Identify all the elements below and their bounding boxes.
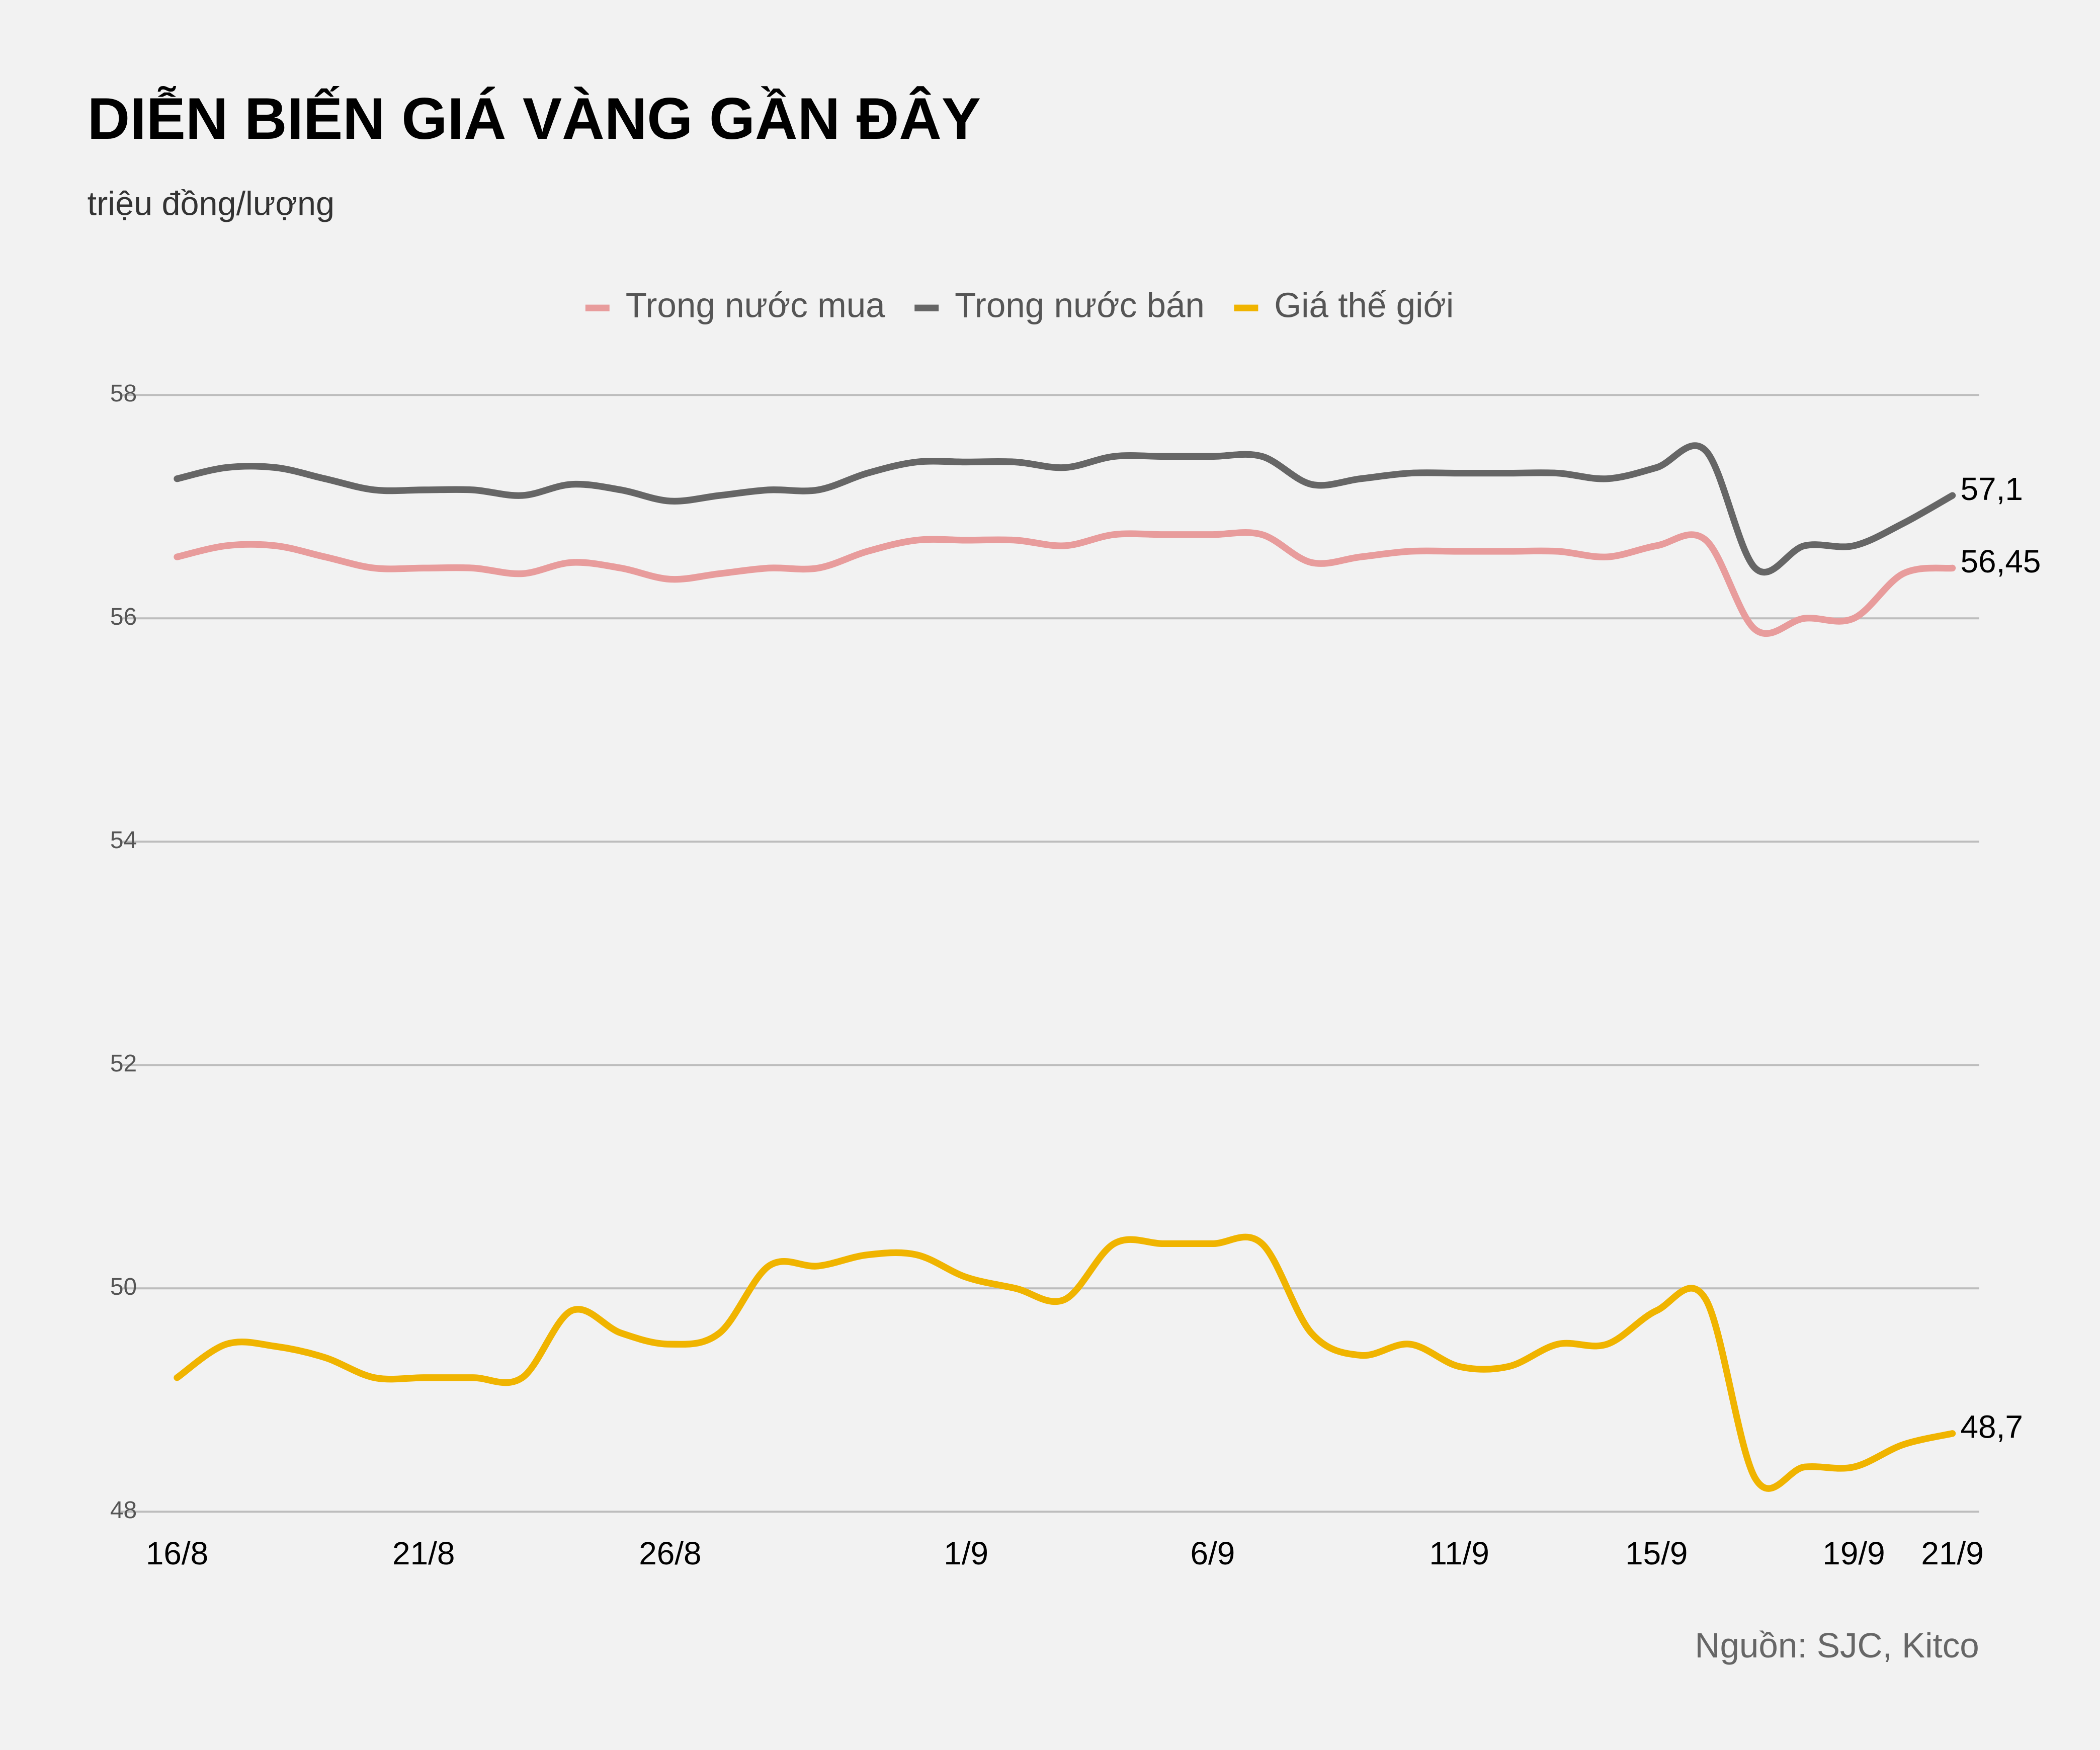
value-label: 48,7	[1961, 1409, 2023, 1445]
y-tick-label: 52	[110, 1050, 137, 1077]
x-tick-label: 16/8	[146, 1535, 208, 1571]
chart-title: DIỄN BIẾN GIÁ VÀNG GẦN ĐÂY	[88, 86, 981, 151]
value-label: 57,1	[1961, 471, 2023, 507]
chart-subtitle: triệu đồng/lượng	[88, 185, 334, 222]
y-tick-label: 56	[110, 604, 137, 630]
legend: Trong nước mua Trong nước bán Giá thế giới	[585, 286, 1454, 325]
x-tick-label: 11/9	[1429, 1535, 1489, 1571]
legend-label: Giá thế giới	[1274, 286, 1454, 325]
line	[174, 529, 1956, 637]
y-tick-label: 58	[110, 380, 137, 407]
line	[174, 442, 1956, 575]
x-tick-label: 21/9	[1921, 1535, 1983, 1571]
x-tick-label: 19/9	[1822, 1535, 1885, 1571]
legend-label: Trong nước mua	[626, 286, 885, 325]
x-tick-label: 26/8	[639, 1535, 701, 1571]
value-label: 56,45	[1961, 543, 2041, 579]
legend-label: Trong nước bán	[955, 286, 1205, 325]
x-tick-label: 21/8	[392, 1535, 455, 1571]
y-tick-label: 54	[110, 827, 137, 854]
x-tick-label: 15/9	[1625, 1535, 1688, 1571]
line	[174, 1233, 1956, 1492]
x-tick-label: 6/9	[1191, 1535, 1235, 1571]
y-tick-label: 48	[110, 1497, 137, 1524]
y-tick-label: 50	[110, 1274, 137, 1300]
x-tick-label: 1/9	[944, 1535, 988, 1571]
source: Nguồn: SJC, Kitco	[1695, 1626, 1979, 1665]
